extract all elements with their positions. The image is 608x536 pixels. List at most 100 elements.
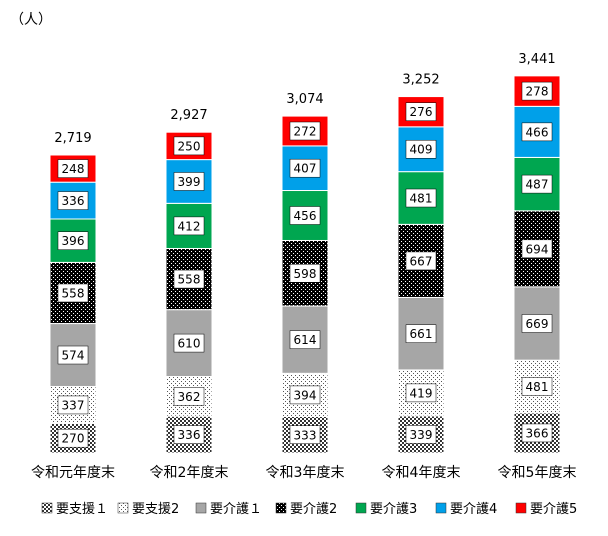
value-label: 276	[410, 105, 433, 119]
value-label-box	[57, 191, 89, 210]
value-label: 487	[526, 178, 549, 192]
value-label-box	[405, 188, 437, 208]
value-label-box	[405, 139, 437, 159]
value-label: 558	[62, 286, 85, 300]
value-label: 399	[178, 175, 201, 189]
legend-swatch	[275, 502, 287, 514]
value-label: 574	[62, 349, 85, 363]
legend-label: 要介護１	[210, 501, 262, 517]
value-label: 466	[526, 125, 549, 139]
bar-segment	[397, 171, 445, 225]
legend-label: 要介護5	[530, 501, 577, 517]
value-label-box	[173, 216, 205, 236]
value-label-box	[521, 122, 553, 142]
category-label: 令和4年度末	[382, 465, 461, 481]
value-label-box	[173, 269, 205, 289]
value-label-box	[173, 172, 205, 191]
value-label-box	[521, 239, 553, 259]
value-label-box	[405, 383, 437, 403]
bars-layer: 270 337 574 558 396 336 248 2,719 令和元年度末 336 362 61…	[31, 52, 576, 481]
value-label-box	[57, 428, 89, 448]
value-label-box	[173, 136, 205, 156]
legend-swatch	[117, 502, 129, 514]
value-label: 366	[526, 426, 549, 440]
value-label: 481	[526, 380, 549, 394]
value-label: 272	[294, 124, 317, 138]
value-label-box	[521, 423, 553, 443]
total-label: 2,719	[54, 131, 91, 146]
value-label: 278	[526, 85, 549, 99]
legend-swatch	[435, 502, 447, 514]
value-label: 669	[526, 317, 549, 331]
value-label-box	[521, 81, 553, 101]
value-label-box	[521, 314, 553, 333]
value-label-box	[57, 159, 89, 178]
value-label-box	[405, 324, 437, 343]
value-label-box	[57, 345, 89, 365]
value-label: 248	[62, 162, 85, 176]
value-label: 333	[294, 428, 317, 442]
legend-swatch	[515, 502, 527, 514]
value-label-box	[289, 385, 321, 405]
legend-label: 要支援１	[56, 502, 108, 517]
value-label: 667	[410, 254, 433, 268]
value-label-box	[405, 102, 437, 121]
value-label-box	[173, 425, 205, 444]
legend-label: 要介護4	[450, 501, 497, 517]
value-label: 661	[410, 327, 433, 341]
value-label-box	[289, 330, 321, 349]
value-label: 362	[178, 390, 201, 404]
value-label: 250	[178, 139, 201, 153]
value-label-box	[57, 283, 89, 303]
value-label: 614	[294, 333, 317, 347]
category-label: 令和元年度末	[31, 465, 115, 481]
category-label: 令和3年度末	[266, 465, 345, 481]
value-label: 407	[294, 162, 317, 176]
bar-segment	[397, 415, 445, 454]
value-label: 336	[178, 428, 201, 442]
total-label: 3,252	[402, 73, 439, 88]
legend-label: 要支援2	[132, 502, 179, 517]
value-label: 336	[62, 194, 85, 208]
legend-swatch	[355, 502, 367, 514]
value-label: 694	[526, 242, 549, 256]
value-label-box	[57, 395, 89, 415]
value-label: 419	[410, 386, 433, 400]
bar-segment	[165, 309, 213, 377]
value-label: 270	[62, 432, 85, 446]
value-label: 337	[62, 398, 85, 412]
value-label-box	[289, 206, 321, 225]
legend-label: 要介護3	[370, 501, 417, 517]
legend-swatch	[41, 502, 53, 514]
value-label: 409	[410, 143, 433, 157]
value-label-box	[289, 158, 321, 178]
value-label: 396	[62, 234, 85, 248]
value-label-box	[173, 387, 205, 406]
category-label: 令和5年度末	[498, 465, 577, 481]
value-label-box	[405, 251, 437, 271]
legend: 要支援１ 要支援2 要介護１ 要介護2 要介護3 要介護4 要介護5	[41, 501, 577, 517]
value-label: 456	[294, 209, 317, 223]
total-label: 3,441	[518, 52, 555, 67]
value-label-box	[173, 333, 205, 353]
value-label: 481	[410, 192, 433, 206]
value-label: 394	[294, 388, 317, 402]
value-label-box	[289, 121, 321, 141]
value-label: 598	[294, 267, 317, 281]
unit-label: （人）	[10, 12, 52, 28]
total-label: 2,927	[170, 108, 207, 123]
value-label-box	[57, 231, 89, 250]
legend-label: 要介護2	[290, 501, 337, 517]
value-label: 558	[178, 273, 201, 287]
value-label-box	[405, 425, 437, 444]
total-label: 3,074	[286, 92, 323, 107]
value-label-box	[289, 425, 321, 445]
value-label-box	[521, 174, 553, 194]
value-label: 339	[410, 428, 433, 442]
category-label: 令和2年度末	[150, 465, 229, 481]
value-label-box	[521, 377, 553, 396]
value-label-box	[289, 264, 321, 283]
value-label: 610	[178, 337, 201, 351]
legend-swatch	[195, 502, 207, 514]
